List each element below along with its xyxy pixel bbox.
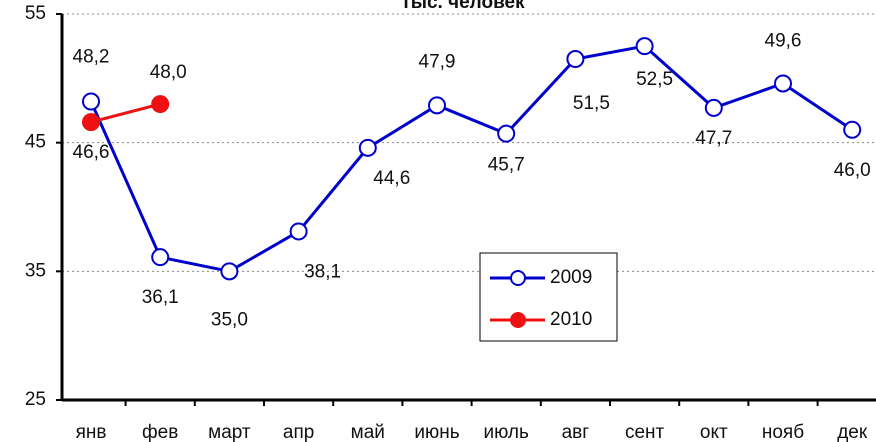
data-label: 49,6 <box>765 30 802 51</box>
x-tick-label: июль <box>483 422 529 442</box>
series-line <box>90 102 161 124</box>
point <box>358 138 377 157</box>
x-tick-label: окт <box>700 422 728 442</box>
point <box>497 124 516 143</box>
legend-marker <box>510 270 526 286</box>
data-label: 48,0 <box>150 62 187 83</box>
y-tick-label: 55 <box>25 3 46 24</box>
point <box>82 92 100 111</box>
y-tick-label: 45 <box>25 132 46 153</box>
point <box>151 248 170 267</box>
data-label: 45,7 <box>488 155 525 176</box>
point <box>220 262 239 281</box>
point <box>704 98 723 117</box>
y-tick-label: 25 <box>25 389 46 410</box>
x-tick-label: дек <box>837 422 868 442</box>
x-tick-label: янв <box>76 422 107 442</box>
y-tick-label: 35 <box>25 260 46 281</box>
data-label: 47,9 <box>419 51 456 72</box>
data-label: 36,1 <box>142 287 179 308</box>
x-tick-label: сент <box>625 422 665 442</box>
data-label: 46,0 <box>834 160 871 181</box>
point <box>289 222 308 241</box>
x-tick-label: апр <box>283 422 314 442</box>
data-label: 44,6 <box>373 168 410 189</box>
x-tick-label: авг <box>562 422 590 442</box>
data-label: 46,6 <box>73 142 110 163</box>
chart-title: тыс. человек <box>401 0 525 13</box>
data-label: 35,0 <box>211 309 248 330</box>
point <box>635 37 654 56</box>
point <box>774 74 792 93</box>
data-label: 38,1 <box>304 261 341 282</box>
data-label: 48,2 <box>73 47 110 68</box>
point <box>566 50 585 69</box>
point <box>843 120 862 139</box>
point <box>82 113 100 132</box>
x-tick-label: июнь <box>414 422 459 442</box>
data-label: 47,7 <box>695 128 732 149</box>
legend-marker <box>510 312 526 328</box>
x-tick-label: май <box>351 422 385 442</box>
point <box>151 95 170 114</box>
x-tick-label: фев <box>142 422 178 442</box>
legend-label: 2010 <box>550 309 592 330</box>
point <box>428 96 446 115</box>
legend <box>479 252 618 342</box>
data-label: 51,5 <box>573 93 610 114</box>
x-tick-label: нояб <box>762 422 804 442</box>
legend-label: 2009 <box>550 267 592 288</box>
series-line <box>89 44 854 273</box>
data-label: 52,5 <box>636 69 673 90</box>
x-tick-label: март <box>208 422 251 442</box>
